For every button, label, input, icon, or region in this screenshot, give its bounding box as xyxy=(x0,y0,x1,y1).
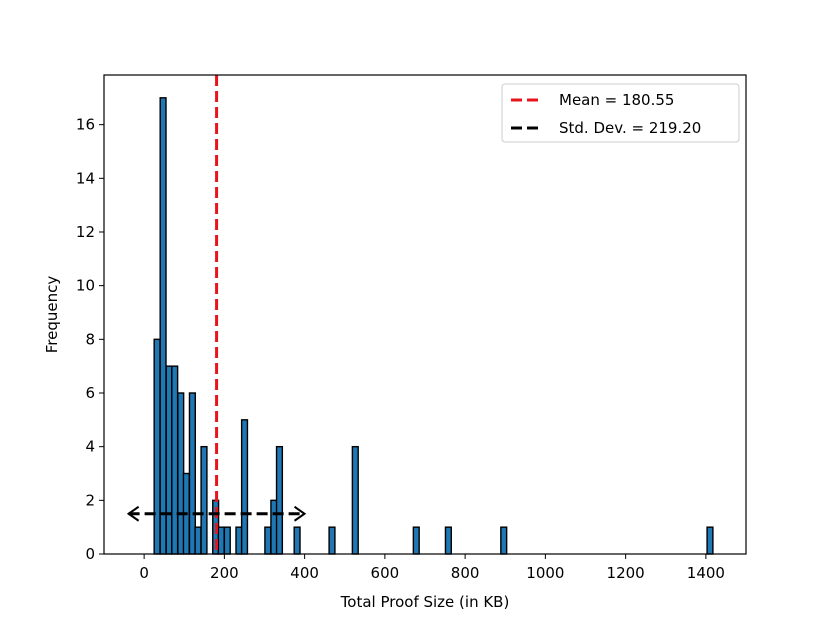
histogram-bar xyxy=(159,97,167,555)
x-tick-label: 200 xyxy=(210,564,239,582)
y-tick-label: 0 xyxy=(85,545,95,563)
y-tick-label: 14 xyxy=(76,169,95,187)
y-tick-label: 16 xyxy=(76,116,95,134)
y-tick-label: 8 xyxy=(85,330,95,348)
histogram-bar xyxy=(194,526,202,555)
legend-box xyxy=(501,83,740,143)
x-axis-ticks: 0 200 400 600 800 1000 1200 1400 xyxy=(139,554,725,582)
histogram-bar xyxy=(444,526,452,555)
std-dev-arrow-left xyxy=(126,505,140,522)
x-tick-label: 800 xyxy=(451,564,480,582)
std-dev-arrow-right xyxy=(293,505,307,522)
x-tick-label: 400 xyxy=(290,564,319,582)
histogram-bar xyxy=(223,526,231,555)
x-tick-label: 0 xyxy=(139,564,149,582)
histogram-bar xyxy=(200,445,208,555)
x-axis-label: Total Proof Size (in KB) xyxy=(340,593,510,611)
histogram-bar xyxy=(351,445,359,555)
y-tick-label: 10 xyxy=(76,277,95,295)
legend: Mean = 180.55 Std. Dev. = 219.20 xyxy=(501,83,740,143)
histogram-bar xyxy=(706,526,714,555)
std-dev-layer xyxy=(126,505,307,522)
histogram-bar xyxy=(240,419,249,555)
histogram-bar xyxy=(500,526,508,555)
x-tick-label: 1200 xyxy=(607,564,645,582)
histogram-bar xyxy=(171,365,179,555)
histogram-bar xyxy=(328,526,336,555)
histogram-bar xyxy=(264,526,272,555)
x-tick-label: 1400 xyxy=(687,564,725,582)
legend-std-dev-label: Std. Dev. = 219.20 xyxy=(559,119,701,137)
bars-layer xyxy=(153,97,714,555)
histogram-bar xyxy=(275,445,284,555)
y-tick-label: 2 xyxy=(85,491,95,509)
y-tick-label: 12 xyxy=(76,223,95,241)
histogram-bar xyxy=(412,526,420,555)
legend-mean-label: Mean = 180.55 xyxy=(559,91,674,109)
histogram-bar xyxy=(153,338,161,555)
histogram-bar xyxy=(293,526,301,555)
x-tick-label: 600 xyxy=(371,564,400,582)
y-tick-label: 6 xyxy=(85,384,95,402)
plot-frame xyxy=(103,74,747,555)
histogram-bar xyxy=(217,526,225,555)
y-axis-ticks: 0 2 4 6 8 10 12 14 16 xyxy=(76,116,104,563)
x-tick-label: 1000 xyxy=(526,564,564,582)
y-axis-label: Frequency xyxy=(43,276,61,354)
y-tick-label: 4 xyxy=(85,438,95,456)
